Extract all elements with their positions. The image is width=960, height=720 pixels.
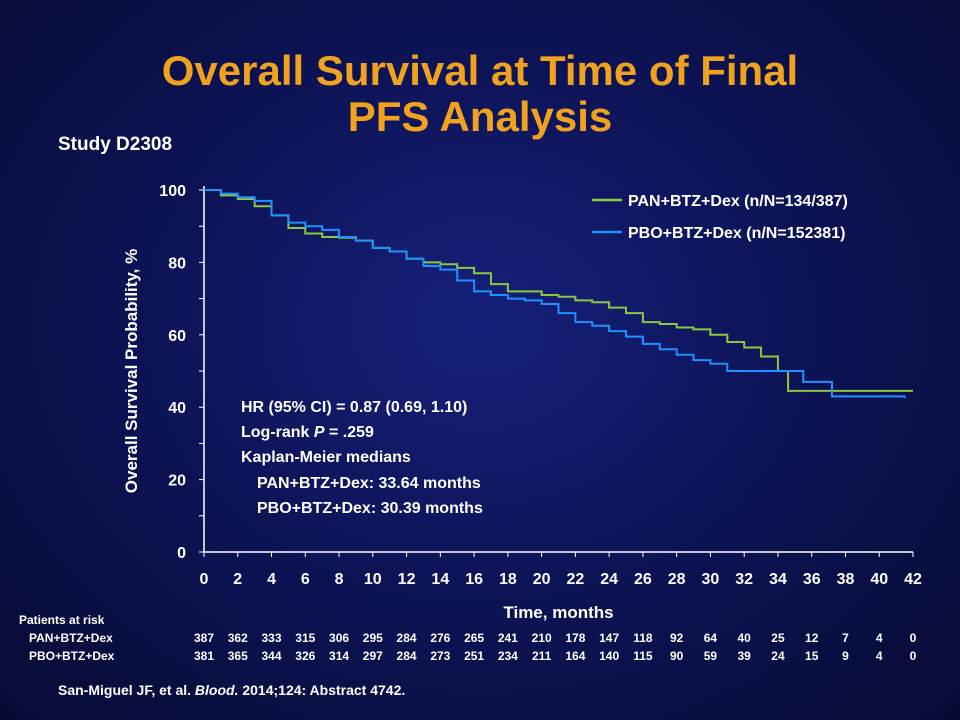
x-tick-label: 14 [431, 571, 449, 588]
risk-cell: 251 [464, 649, 484, 663]
x-tick-label: 10 [364, 571, 382, 588]
x-tick-label: 4 [267, 571, 276, 588]
x-tick-label: 12 [398, 571, 416, 588]
y-tick-label: 100 [159, 183, 186, 200]
series-line-0 [204, 189, 913, 392]
risk-cell: 25 [771, 631, 785, 645]
x-tick-label: 40 [870, 571, 888, 588]
x-tick-label: 24 [600, 571, 618, 588]
risk-cell: 140 [599, 649, 619, 663]
logrank-text: Log-rank P = .259 [241, 424, 374, 441]
legend-label-0: PAN+BTZ+Dex (n/N=134/387) [628, 193, 848, 210]
x-tick-label: 26 [634, 571, 652, 588]
x-tick-label: 18 [499, 571, 517, 588]
risk-cell: 365 [228, 649, 248, 663]
risk-cell: 381 [194, 649, 214, 663]
pbo-median-text: PBO+BTZ+Dex: 30.39 months [257, 500, 483, 517]
x-tick-label: 36 [803, 571, 821, 588]
risk-cell: 265 [464, 631, 484, 645]
risk-cell: 7 [842, 631, 849, 645]
risk-cell: 40 [738, 631, 752, 645]
risk-row-label: PAN+BTZ+Dex [29, 631, 113, 645]
risk-cell: 39 [738, 649, 752, 663]
x-tick-label: 2 [233, 571, 242, 588]
x-tick-label: 8 [335, 571, 344, 588]
risk-cell: 297 [363, 649, 383, 663]
risk-cell: 344 [262, 649, 282, 663]
km-medians-title: Kaplan-Meier medians [241, 449, 411, 466]
risk-cell: 147 [599, 631, 619, 645]
risk-cell: 314 [329, 649, 349, 663]
citation-rest: 2014;124: Abstract 4742. [238, 682, 406, 698]
x-tick-label: 32 [735, 571, 753, 588]
risk-cell: 24 [771, 649, 785, 663]
risk-cell: 284 [397, 631, 417, 645]
legend-label-1: PBO+BTZ+Dex (n/N=152381) [628, 225, 845, 242]
risk-cell: 90 [670, 649, 684, 663]
x-axis-label: Time, months [503, 603, 613, 622]
risk-cell: 15 [805, 649, 819, 663]
x-tick-label: 38 [837, 571, 855, 588]
risk-cell: 59 [704, 649, 718, 663]
x-tick-label: 0 [200, 571, 209, 588]
risk-cell: 4 [876, 631, 883, 645]
risk-cell: 4 [876, 649, 883, 663]
slide-title: Overall Survival at Time of Final PFS An… [0, 48, 960, 140]
series-line-1 [204, 189, 906, 399]
y-tick-label: 80 [168, 255, 186, 272]
risk-cell: 273 [430, 649, 450, 663]
risk-cell: 306 [329, 631, 349, 645]
risk-cell: 118 [633, 631, 653, 645]
x-tick-label: 6 [301, 571, 310, 588]
risk-row-label: PBO+BTZ+Dex [29, 649, 115, 663]
x-tick-label: 16 [465, 571, 483, 588]
y-tick-label: 0 [177, 545, 186, 562]
risk-cell: 387 [194, 631, 214, 645]
x-tick-label: 22 [566, 571, 584, 588]
study-label: Study D2308 [58, 134, 173, 155]
risk-table-title: Patients at risk [19, 613, 105, 627]
hr-text: HR (95% CI) = 0.87 (0.69, 1.10) [241, 399, 467, 416]
risk-cell: 241 [498, 631, 518, 645]
citation-authors: San-Miguel JF, et al. [58, 682, 195, 698]
risk-cell: 326 [295, 649, 315, 663]
risk-cell: 333 [262, 631, 282, 645]
risk-cell: 315 [295, 631, 315, 645]
risk-cell: 0 [910, 631, 917, 645]
risk-cell: 362 [228, 631, 248, 645]
y-tick-label: 20 [168, 473, 186, 490]
risk-cell: 64 [704, 631, 718, 645]
risk-cell: 234 [498, 649, 518, 663]
risk-cell: 211 [532, 649, 552, 663]
y-tick-label: 40 [168, 400, 186, 417]
y-tick-label: 60 [168, 328, 186, 345]
x-tick-label: 20 [533, 571, 551, 588]
risk-cell: 210 [532, 631, 552, 645]
x-tick-label: 28 [668, 571, 686, 588]
risk-cell: 0 [910, 649, 917, 663]
title-line-2: PFS Analysis [347, 93, 613, 140]
citation-journal: Blood. [194, 682, 239, 698]
pan-median-text: PAN+BTZ+Dex: 33.64 months [257, 475, 481, 492]
risk-cell: 284 [397, 649, 417, 663]
title-line-1: Overall Survival at Time of Final [161, 47, 799, 94]
risk-cell: 295 [363, 631, 383, 645]
y-axis-label: Overall Survival Probability, % [122, 249, 141, 493]
risk-cell: 92 [670, 631, 684, 645]
risk-cell: 115 [633, 649, 653, 663]
citation: San-Miguel JF, et al. Blood. 2014;124: A… [58, 682, 405, 698]
risk-cell: 276 [430, 631, 450, 645]
risk-cell: 164 [565, 649, 585, 663]
risk-cell: 178 [565, 631, 585, 645]
risk-cell: 12 [805, 631, 819, 645]
risk-cell: 9 [842, 649, 849, 663]
x-tick-label: 30 [702, 571, 720, 588]
x-tick-label: 42 [904, 571, 922, 588]
x-tick-label: 34 [769, 571, 787, 588]
